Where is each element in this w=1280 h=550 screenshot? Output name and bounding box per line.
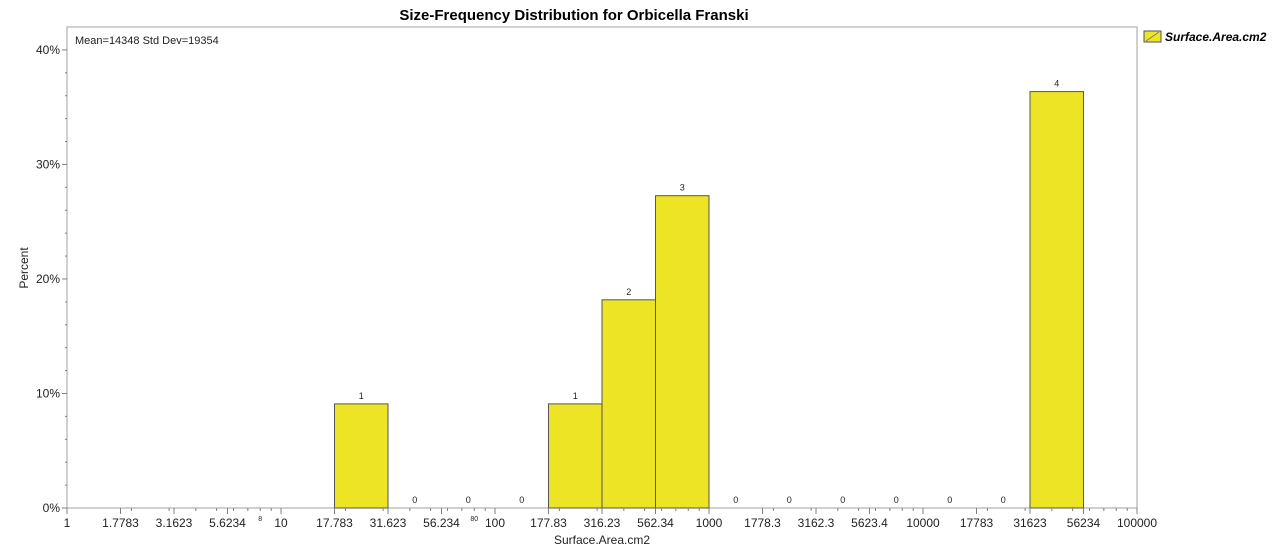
y-tick-label: 40%	[36, 43, 60, 57]
x-tick-label: 31.623	[370, 516, 407, 530]
x-minor-tick-label: 8	[258, 516, 262, 523]
bar-count-label: 0	[787, 495, 792, 505]
x-tick-label: 5623.4	[851, 516, 888, 530]
bar-count-label: 0	[519, 495, 524, 505]
y-tick-label: 0%	[43, 501, 61, 515]
bar-count-label: 3	[680, 183, 685, 193]
x-tick-label: 3162.3	[798, 516, 835, 530]
bar-count-labels: 1 0 0 0 1 2 3 0 0 0 0 0 0 4	[359, 79, 1060, 505]
bar-count-label: 0	[733, 495, 738, 505]
histogram-bar	[548, 403, 603, 509]
x-axis: 1 1.7783 3.1623 5.6234 10 17.783 31.623 56.234 1…	[64, 508, 1157, 530]
histogram-bar	[655, 195, 710, 509]
x-tick-label: 1000	[696, 516, 723, 530]
bar-count-label: 0	[894, 495, 899, 505]
bar-count-label: 0	[412, 495, 417, 505]
stats-summary: Mean=14348 Std Dev=19354	[75, 35, 219, 47]
bar-count-label: 1	[573, 391, 578, 401]
legend-label: Surface.Area.cm2	[1165, 30, 1267, 44]
chart-title: Size-Frequency Distribution for Orbicell…	[399, 7, 748, 24]
bar-count-label: 0	[840, 495, 845, 505]
x-tick-label: 17.783	[316, 516, 353, 530]
y-axis: 0% 10% 20% 30% 40%	[36, 43, 67, 515]
bar-count-label: 4	[1054, 79, 1059, 89]
x-tick-label: 3.1623	[156, 516, 193, 530]
bar-count-label: 1	[359, 391, 364, 401]
histogram-bar	[601, 299, 656, 509]
histogram-bar	[1029, 91, 1084, 509]
x-tick-label: 17783	[960, 516, 994, 530]
x-tick-label: 1.7783	[102, 516, 139, 530]
x-tick-label: 5.6234	[209, 516, 246, 530]
bar-count-label: 0	[947, 495, 952, 505]
y-axis-title: Percent	[17, 247, 31, 289]
x-tick-label: 56.234	[423, 516, 460, 530]
x-tick-label: 56234	[1067, 516, 1101, 530]
bar-count-label: 2	[626, 287, 631, 297]
y-tick-label: 30%	[36, 157, 60, 171]
x-tick-label: 1	[64, 516, 71, 530]
x-tick-label: 31623	[1013, 516, 1047, 530]
histogram-bar	[334, 403, 389, 509]
x-tick-label: 100	[485, 516, 505, 530]
bar-count-label: 0	[1001, 495, 1006, 505]
y-tick-label: 10%	[36, 386, 60, 400]
x-tick-label: 1778.3	[744, 516, 781, 530]
y-tick-label: 20%	[36, 272, 60, 286]
bar-count-label: 0	[466, 495, 471, 505]
x-axis-title: Surface.Area.cm2	[554, 533, 650, 547]
x-tick-label: 100000	[1117, 516, 1157, 530]
bars-group	[334, 91, 1084, 509]
x-tick-label: 10	[274, 516, 288, 530]
x-minor-tick-label: 80	[470, 516, 478, 523]
x-tick-label: 316.23	[584, 516, 621, 530]
x-tick-label: 177.83	[530, 516, 567, 530]
x-tick-label: 10000	[906, 516, 940, 530]
legend-swatch-hatch	[1145, 31, 1160, 42]
x-tick-label: 562.34	[637, 516, 674, 530]
legend[interactable]: Surface.Area.cm2	[1143, 30, 1267, 44]
